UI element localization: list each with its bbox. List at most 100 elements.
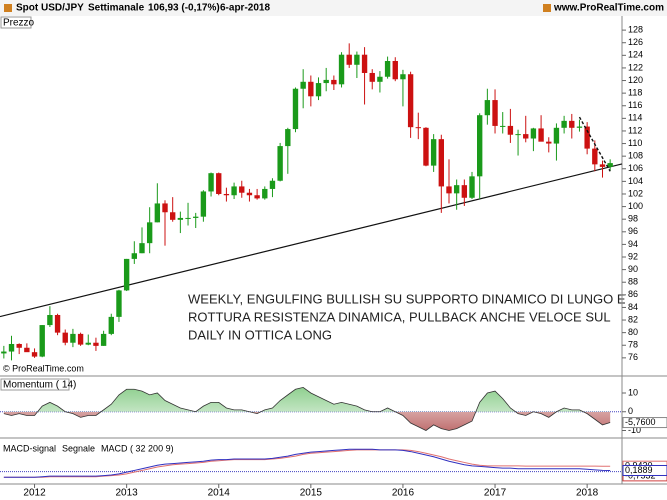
credit: © ProRealTime.com [3, 363, 84, 373]
candle-body [507, 125, 514, 135]
candle-body [546, 141, 552, 144]
dashed-line [578, 116, 611, 172]
y-tick-label: -10 [628, 425, 641, 435]
candle-body [523, 134, 529, 139]
candle-body [592, 148, 598, 165]
icon [4, 4, 12, 12]
site: www.ProRealTime.com [553, 3, 664, 14]
legend-entry: MACD ( 32 200 9) [101, 443, 174, 453]
candle-body [262, 188, 268, 199]
candle-body [354, 54, 360, 65]
instrument: Spot USD/JPY [16, 3, 84, 14]
candle-body [384, 61, 391, 77]
date: 6-apr-2018 [220, 3, 270, 14]
candle-body [400, 74, 406, 80]
candle-body [308, 81, 314, 97]
y-tick-label: 0 [628, 406, 633, 416]
candle-body [1, 351, 7, 354]
candle-body [323, 79, 329, 84]
candle-body [31, 352, 38, 357]
y-tick-label: 80 [628, 327, 638, 337]
y-tick-label: 82 [628, 314, 638, 324]
candle-body [484, 100, 491, 116]
candle-body [269, 180, 276, 189]
momentum-area-negative [3, 412, 611, 431]
candle-body [139, 243, 145, 254]
legend-entry: MACD-signal [3, 443, 56, 453]
momentum-line [3, 386, 611, 431]
candle-body [162, 203, 168, 213]
candle-body [85, 342, 91, 345]
candle-body [407, 74, 414, 128]
candle-body [461, 185, 468, 198]
candle-body [216, 173, 222, 194]
candle-body [185, 217, 191, 219]
candle-body [231, 186, 237, 196]
candle-body [93, 342, 99, 346]
candle-body [100, 333, 107, 346]
x-tick-label: 2013 [116, 488, 139, 499]
y-tick-label: 96 [628, 226, 638, 236]
candle-body [193, 216, 199, 218]
y-tick-label: 110 [628, 138, 642, 148]
candle-body [530, 128, 537, 139]
y-tick-label: 102 [628, 188, 643, 198]
candle-body [469, 176, 475, 198]
legend-entry: Segnale [62, 443, 95, 453]
candle-body [239, 186, 245, 193]
x-tick-label: 2014 [208, 488, 231, 499]
candle-body [515, 134, 521, 136]
y-tick-label: 104 [628, 176, 643, 186]
candle-body [315, 83, 322, 97]
y-tick-label: 122 [628, 62, 643, 72]
y-tick-label: 128 [628, 24, 643, 34]
x-tick-label: 2012 [23, 488, 46, 499]
candle-body [77, 333, 84, 345]
candle-body [292, 88, 299, 130]
y-tick-label: 84 [628, 302, 638, 312]
candle-body [208, 173, 214, 192]
candle-body [553, 127, 560, 144]
macd-line [3, 448, 611, 478]
candle-body [377, 76, 383, 82]
x-tick-label: 2016 [392, 488, 415, 499]
period: Settimanale [88, 3, 145, 14]
candle-body [423, 127, 429, 166]
y-tick-label: 108 [628, 151, 643, 161]
candle-body [300, 81, 306, 89]
y-tick-label: 120 [628, 75, 643, 85]
annotation: ROTTURA RESISTENZA DINAMICA, PULLBACK AN… [188, 309, 611, 324]
y-tick-label: 112 [628, 125, 642, 135]
candle-body [576, 126, 583, 128]
y-tick-label: 126 [628, 37, 643, 47]
y-tick-label: 106 [628, 163, 643, 173]
candle-body [538, 128, 544, 142]
candle-body [223, 193, 230, 196]
y-tick-label: 98 [628, 214, 638, 224]
candle-body [70, 333, 76, 343]
candle-body [438, 139, 444, 187]
candle-body [430, 139, 437, 166]
candle-body [415, 127, 421, 129]
y-tick-label: 118 [628, 88, 642, 98]
panel-label: Momentum ( 14) [3, 380, 76, 391]
candle-body [131, 253, 137, 259]
candle-body [200, 191, 207, 217]
candle-body [246, 192, 253, 196]
y-tick-label: 88 [628, 277, 638, 287]
candle-body [177, 217, 184, 220]
candle-body [607, 163, 613, 167]
candle-body [599, 164, 606, 167]
panel-label-box [0, 16, 32, 29]
candle-body [369, 72, 375, 82]
candle-body [54, 314, 61, 333]
candle-body [108, 316, 114, 334]
candle-body [477, 115, 483, 177]
candle-body [569, 120, 575, 128]
y-tick-label: 10 [628, 387, 638, 397]
header: Spot USD/JPY Settimanale 106,93 (-0,17%)… [0, 0, 667, 16]
last-price: 106,93 (-0,17%) [148, 3, 220, 14]
candle-body [24, 347, 30, 353]
